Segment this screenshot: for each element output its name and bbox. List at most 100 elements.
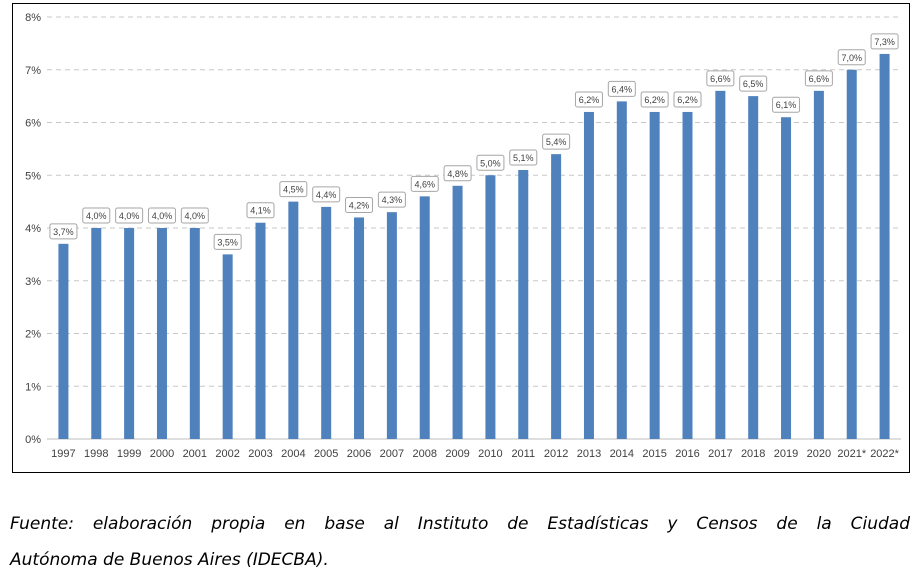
data-label: 7,3% [874, 37, 895, 47]
bar [781, 117, 792, 439]
x-tick-label: 1999 [117, 448, 141, 460]
data-label: 6,2% [677, 95, 698, 105]
data-label-box [147, 207, 176, 224]
x-tick-label: 2005 [314, 448, 338, 460]
bar [321, 206, 332, 439]
x-tick-label: 2020 [807, 448, 831, 460]
x-tick-label: 2016 [675, 448, 699, 460]
x-tick-label: 2014 [610, 448, 634, 460]
bar [682, 111, 693, 439]
x-tick-label: 1998 [84, 448, 108, 460]
data-label: 4,6% [414, 179, 435, 189]
bar [879, 53, 890, 440]
bar [518, 169, 529, 439]
y-tick-label: 0% [25, 434, 41, 446]
data-label-box [837, 49, 866, 66]
data-label: 5,0% [480, 158, 501, 168]
x-tick-label: 2017 [708, 448, 732, 460]
data-label-box [312, 186, 341, 203]
x-tick-label: 2013 [577, 448, 601, 460]
data-label-box [542, 133, 571, 150]
data-label: 6,1% [776, 100, 797, 110]
data-label: 6,4% [612, 84, 633, 94]
data-label: 6,2% [644, 95, 665, 105]
x-tick-label: 2009 [445, 448, 469, 460]
bar [288, 201, 299, 439]
chart-container: 0% 1% 2% 3% 4% 5% 6% 7% 8% 3,7% 1997 4,0% 1998 4,0% 19… [12, 3, 910, 473]
bar [846, 69, 857, 439]
bar [386, 212, 397, 439]
data-label: 6,6% [809, 74, 830, 84]
data-label-box [870, 33, 899, 50]
data-label: 4,4% [316, 190, 337, 200]
data-label-box [279, 181, 308, 198]
data-label: 6,5% [743, 79, 764, 89]
bar [715, 90, 726, 439]
data-label-box [640, 91, 669, 108]
data-label: 5,1% [513, 153, 534, 163]
data-label: 4,5% [283, 185, 304, 195]
x-tick-label: 2015 [642, 448, 666, 460]
data-label-box [607, 80, 636, 97]
data-label: 4,2% [349, 200, 370, 210]
bar [156, 228, 167, 439]
y-tick-label: 4% [25, 223, 41, 235]
bar [452, 185, 463, 439]
y-tick-label: 3% [25, 276, 41, 288]
bar [189, 228, 200, 439]
x-tick-label: 2003 [248, 448, 272, 460]
data-label-box [377, 191, 406, 208]
data-label-box [180, 207, 209, 224]
x-tick-label: 2000 [150, 448, 174, 460]
data-label: 4,3% [382, 195, 403, 205]
y-tick-label: 6% [25, 118, 41, 130]
data-label: 6,6% [710, 74, 731, 84]
data-label: 3,7% [53, 227, 74, 237]
bar-chart: 0% 1% 2% 3% 4% 5% 6% 7% 8% 3,7% 1997 4,0% 1998 4,0% 19… [25, 12, 901, 460]
data-label-box [410, 175, 439, 192]
x-tick-label: 2012 [544, 448, 568, 460]
x-tick-label: 2011 [511, 448, 535, 460]
bar [124, 228, 135, 439]
bar [616, 101, 627, 440]
x-tick-label: 2006 [347, 448, 371, 460]
x-tick-label: 2007 [380, 448, 404, 460]
bar [419, 196, 430, 439]
bar [255, 222, 266, 439]
y-tick-label: 5% [25, 170, 41, 182]
bar [583, 111, 594, 439]
data-label-box [673, 91, 702, 108]
bar [354, 217, 365, 439]
data-label-box [772, 96, 801, 113]
x-tick-label: 2019 [774, 448, 798, 460]
data-label: 4,8% [447, 169, 468, 179]
x-tick-label: 2002 [215, 448, 239, 460]
data-label-box [246, 202, 275, 219]
y-tick-label: 7% [25, 65, 41, 77]
data-label-box [739, 75, 768, 92]
bar [748, 96, 759, 439]
y-tick-label: 8% [25, 12, 41, 24]
x-tick-label: 2004 [281, 448, 305, 460]
data-label-box [804, 70, 833, 87]
data-label: 4,0% [86, 211, 107, 221]
caption-source-line-2: Autónoma de Buenos Aires (IDECBA). [10, 550, 329, 570]
bar [485, 175, 496, 439]
bar [649, 111, 660, 439]
x-tick-label: 2021* [837, 448, 866, 460]
data-label-box [345, 196, 374, 213]
data-label-box [115, 207, 144, 224]
x-tick-label: 1997 [51, 448, 75, 460]
data-label-box [574, 91, 603, 108]
data-label: 4,0% [185, 211, 206, 221]
data-label-box [213, 233, 242, 250]
x-tick-label: 2018 [741, 448, 765, 460]
bar [222, 254, 233, 439]
y-tick-label: 1% [25, 381, 41, 393]
data-label-box [49, 223, 78, 240]
data-label-box [82, 207, 111, 224]
data-label-box [706, 70, 735, 87]
data-label-box [476, 154, 505, 171]
x-tick-label: 2008 [412, 448, 436, 460]
data-label: 7,0% [841, 53, 862, 63]
